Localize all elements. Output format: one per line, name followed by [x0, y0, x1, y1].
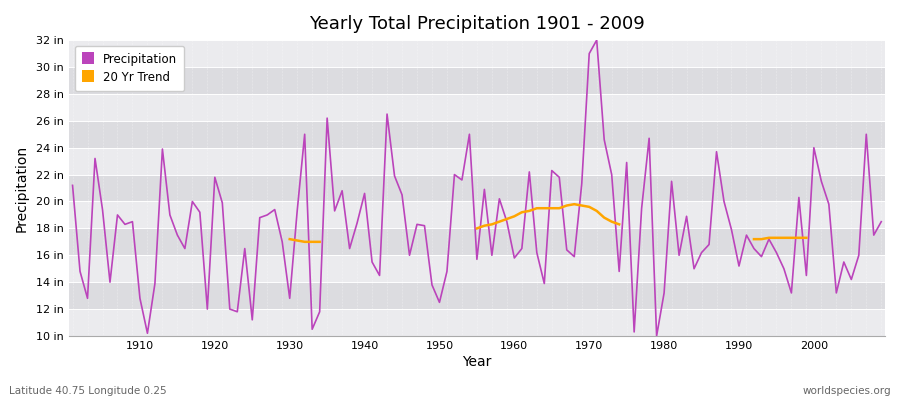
Bar	[68, 121, 885, 148]
Text: Latitude 40.75 Longitude 0.25: Latitude 40.75 Longitude 0.25	[9, 386, 166, 396]
Bar	[68, 67, 885, 94]
Bar	[68, 148, 885, 174]
X-axis label: Year: Year	[463, 355, 491, 369]
Bar	[68, 282, 885, 309]
Bar	[68, 202, 885, 228]
Bar	[68, 94, 885, 121]
Bar	[68, 309, 885, 336]
Y-axis label: Precipitation: Precipitation	[15, 144, 29, 232]
Title: Yearly Total Precipitation 1901 - 2009: Yearly Total Precipitation 1901 - 2009	[309, 15, 644, 33]
Bar	[68, 255, 885, 282]
Text: worldspecies.org: worldspecies.org	[803, 386, 891, 396]
Legend: Precipitation, 20 Yr Trend: Precipitation, 20 Yr Trend	[75, 46, 184, 91]
Bar	[68, 40, 885, 67]
Bar	[68, 228, 885, 255]
Bar	[68, 174, 885, 202]
